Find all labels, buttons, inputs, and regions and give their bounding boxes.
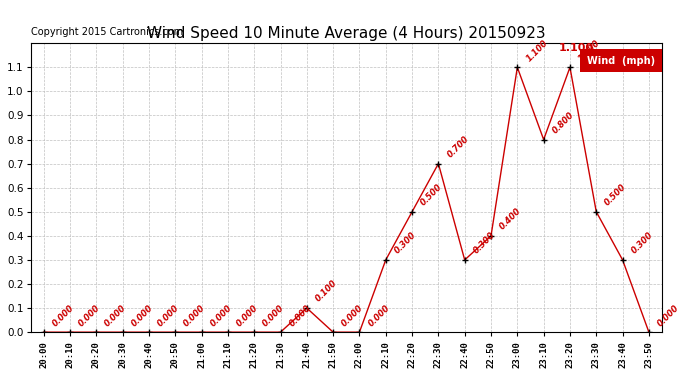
Text: 0.700: 0.700 xyxy=(445,134,471,159)
Text: 0.000: 0.000 xyxy=(656,303,681,328)
Text: 0.000: 0.000 xyxy=(77,303,102,328)
Text: Wind  (mph): Wind (mph) xyxy=(587,56,655,66)
Text: 0.000: 0.000 xyxy=(104,303,128,328)
Text: 0.300: 0.300 xyxy=(472,231,497,256)
Text: 1.100: 1.100 xyxy=(524,38,549,63)
Text: 0.800: 0.800 xyxy=(551,110,575,135)
Text: 0.000: 0.000 xyxy=(208,303,234,328)
Text: 0.000: 0.000 xyxy=(182,303,208,328)
Text: 0.000: 0.000 xyxy=(261,303,286,328)
FancyBboxPatch shape xyxy=(580,49,662,72)
Text: 0.000: 0.000 xyxy=(288,303,313,328)
Text: 0.000: 0.000 xyxy=(235,303,260,328)
Text: 0.400: 0.400 xyxy=(498,207,523,232)
Text: 0.000: 0.000 xyxy=(340,303,365,328)
Text: 0.500: 0.500 xyxy=(419,182,444,208)
Text: 0.100: 0.100 xyxy=(314,279,339,304)
Text: 0.000: 0.000 xyxy=(156,303,181,328)
Text: 0.000: 0.000 xyxy=(130,303,155,328)
Text: 0.300: 0.300 xyxy=(393,231,418,256)
Text: 0.000: 0.000 xyxy=(366,303,392,328)
Title: Wind Speed 10 Minute Average (4 Hours) 20150923: Wind Speed 10 Minute Average (4 Hours) 2… xyxy=(147,26,546,41)
Text: 0.000: 0.000 xyxy=(50,303,76,328)
Text: 1.100: 1.100 xyxy=(577,38,602,63)
Text: 1.100: 1.100 xyxy=(559,44,594,53)
Text: 0.300: 0.300 xyxy=(629,231,655,256)
Text: Copyright 2015 Cartronics.com: Copyright 2015 Cartronics.com xyxy=(30,27,183,38)
Text: 0.500: 0.500 xyxy=(603,182,629,208)
